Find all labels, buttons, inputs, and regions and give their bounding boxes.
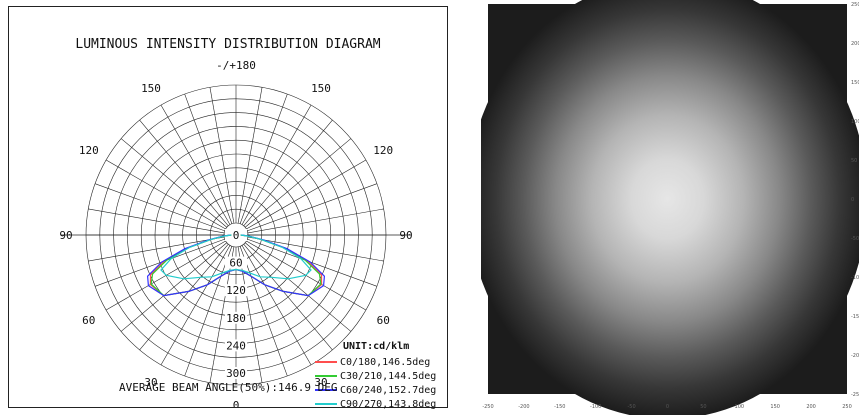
grid-spoke <box>139 119 229 227</box>
illuminance-heatmap: -250 -200 -150 -100 -50 0 50 100 150 200 250 250 200… <box>481 0 859 415</box>
grid-spoke <box>184 93 233 224</box>
angle-label: 90 <box>59 229 72 242</box>
grid-spoke <box>247 208 384 234</box>
x-tick-label: 50 <box>700 404 706 410</box>
radial-label: 120 <box>226 284 246 297</box>
angle-label: -/+180 <box>216 59 256 72</box>
illuminance-heatmap-panel: -250 -200 -150 -100 -50 0 50 100 150 200 250 250 200… <box>481 0 859 415</box>
grid-spoke <box>94 183 225 232</box>
grid-spoke <box>160 104 231 225</box>
grid-spoke <box>209 87 235 224</box>
beam-angle-footer: AVERAGE BEAM ANGLE(50%):146.9 DEG <box>119 381 338 394</box>
y-tick-label: -50 <box>851 236 859 242</box>
grid-spoke <box>244 242 352 332</box>
polar-chart-panel: -/+180 150 120 90 60 30 0 30 60 90 120 150 0 60 120 180… <box>8 6 448 411</box>
grid-spoke <box>184 246 233 377</box>
radial-label-bg <box>225 284 247 297</box>
angle-label: 30 <box>144 376 157 389</box>
legend-item-c30: C30/210,144.5deg <box>315 369 436 383</box>
y-tick-label: -250 <box>851 392 859 398</box>
legend-swatch <box>315 389 337 391</box>
grid-spoke <box>247 238 378 287</box>
y-tick-label: 50 <box>851 158 857 164</box>
radial-label: 240 <box>226 339 246 352</box>
x-tick-label: 250 <box>842 404 852 410</box>
angle-label: 0 <box>233 399 240 407</box>
grid-spoke <box>120 242 228 332</box>
angle-label: 120 <box>79 144 99 157</box>
angle-label: 150 <box>141 82 161 95</box>
grid-spoke <box>241 104 312 225</box>
x-tick-label: -100 <box>590 404 601 410</box>
grid-spoke <box>239 93 288 224</box>
y-tick-label: -200 <box>851 353 859 359</box>
x-tick-label: -150 <box>554 404 565 410</box>
radial-label-bg <box>225 367 247 379</box>
chart-title: LUMINOUS INTENSITY DISTRIBUTION DIAGRAM <box>75 37 381 52</box>
angle-label: 150 <box>311 82 331 95</box>
radial-label: 300 <box>226 367 246 380</box>
legend-item-c0: C0/180,146.5deg <box>315 355 436 369</box>
legend-label: C60/240,152.7deg <box>340 384 437 396</box>
grid-spoke <box>247 183 378 232</box>
y-tick-label: 200 <box>851 41 859 47</box>
y-tick-label: 250 <box>851 2 859 8</box>
angle-label: 60 <box>377 314 390 327</box>
radial-label-bg <box>225 339 247 352</box>
angle-label: 90 <box>399 229 412 242</box>
legend: UNIT:cd/klm C0/180,146.5deg C30/210,144.… <box>315 341 436 411</box>
angle-label: 30 <box>314 376 327 389</box>
angle-label: 60 <box>82 314 95 327</box>
legend-label: C90/270,143.8deg <box>340 398 437 410</box>
x-tick-label: 100 <box>735 404 745 410</box>
grid-spoke <box>105 159 226 230</box>
y-tick-label: 150 <box>851 80 859 86</box>
x-tick-label: 200 <box>806 404 816 410</box>
y-tick-label: 100 <box>851 119 859 125</box>
light-spot <box>481 0 859 415</box>
grid-spoke <box>243 119 333 227</box>
legend-item-c60: C60/240,152.7deg <box>315 383 436 397</box>
grid-spoke <box>244 138 352 228</box>
angle-label: 120 <box>373 144 393 157</box>
y-tick-label: 0 <box>851 197 854 203</box>
x-tick-label: -250 <box>482 404 493 410</box>
x-tick-label: 150 <box>770 404 780 410</box>
grid-spoke <box>243 243 333 351</box>
radial-label: 0 <box>233 229 240 242</box>
unit-label: UNIT:cd/klm <box>343 341 410 352</box>
legend-label: C0/180,146.5deg <box>340 356 431 368</box>
grid-spoke <box>237 87 263 224</box>
grid-spoke <box>247 236 384 262</box>
grid-spoke <box>241 245 312 366</box>
x-tick-label: -50 <box>628 404 636 410</box>
radial-label-bg <box>225 229 247 241</box>
legend-item-c90: C90/270,143.8deg <box>315 397 436 411</box>
grid-spoke <box>160 245 231 366</box>
grid-spoke <box>139 243 229 351</box>
grid-spoke <box>209 246 235 383</box>
radial-label-bg <box>225 311 247 324</box>
grid-spoke <box>237 246 263 383</box>
x-tick-label: 0 <box>666 404 669 410</box>
series-line <box>160 234 312 280</box>
polar-chart: -/+1801501209060300306090120150060120180… <box>59 59 412 407</box>
radial-label: 180 <box>226 312 246 325</box>
legend-swatch <box>315 403 337 405</box>
y-tick-label: -100 <box>851 275 859 281</box>
grid-spoke <box>246 159 367 230</box>
legend-label: C30/210,144.5deg <box>340 370 437 382</box>
legend-swatch <box>315 361 337 363</box>
y-tick-label: -150 <box>851 314 859 320</box>
x-tick-label: -200 <box>518 404 529 410</box>
grid-spoke <box>120 138 228 228</box>
grid-spoke <box>239 246 288 377</box>
grid-spoke <box>88 208 225 234</box>
radial-label: 60 <box>229 257 242 270</box>
radial-label-bg <box>225 256 247 269</box>
legend-swatch <box>315 375 337 377</box>
grid-spoke <box>88 236 225 262</box>
grid-spoke <box>94 238 225 287</box>
